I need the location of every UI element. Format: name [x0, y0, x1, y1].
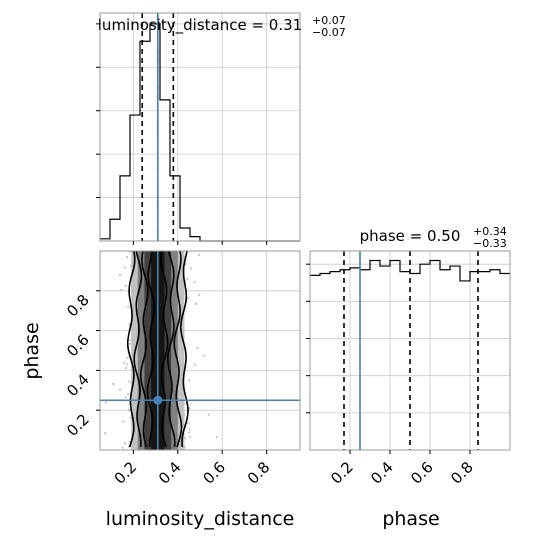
- x-tick-label-luminosity-distance: 0.8: [244, 458, 274, 488]
- x-tick-label-luminosity-distance: 0.6: [199, 458, 229, 488]
- joint-sample-point: [118, 388, 122, 391]
- joint-sample-point: [118, 273, 122, 277]
- joint-sample-point: [123, 441, 127, 445]
- joint-sample-point: [112, 382, 115, 386]
- joint-sample-point: [127, 305, 130, 308]
- joint-sample-point: [184, 437, 187, 440]
- joint-sample-point: [196, 346, 199, 350]
- joint-sample-point: [103, 432, 107, 435]
- x-tick-label-phase: 0.6: [407, 458, 437, 488]
- joint-sample-point: [188, 431, 191, 434]
- phase-lower-error: −0.33: [473, 237, 507, 250]
- joint-sample-point: [128, 342, 132, 346]
- joint-contour-line-1: [166, 250, 176, 448]
- joint-sample-point: [127, 380, 130, 383]
- luminosity-distance-title: luminosity_distance = 0.31: [98, 16, 302, 35]
- joint-sample-point: [203, 354, 206, 357]
- joint-truth-marker: [153, 395, 163, 405]
- joint-sample-point: [123, 266, 127, 269]
- joint-sample-point: [187, 421, 190, 425]
- joint-sample-point: [125, 363, 129, 366]
- joint-sample-point: [126, 392, 130, 396]
- joint-sample-point: [126, 356, 129, 360]
- joint-contour-line-2: [173, 250, 183, 448]
- x-tick-label-luminosity-distance: 0.2: [111, 458, 141, 488]
- y-tick-label-phase: 0.2: [63, 410, 93, 440]
- phase-title: phase = 0.50: [360, 227, 461, 245]
- x-tick-label-phase: 0.2: [327, 458, 357, 488]
- phase-upper-error: +0.34: [473, 225, 507, 238]
- y-tick-label-phase: 0.4: [63, 371, 93, 401]
- ld-frame: [99, 12, 301, 242]
- joint-sample-point: [125, 255, 129, 259]
- joint-sample-point: [188, 435, 192, 439]
- joint-sample-point: [129, 338, 132, 342]
- joint-sample-point: [124, 366, 128, 370]
- x-axis-label-phase: phase: [382, 508, 439, 530]
- joint-posterior-panel: [96, 250, 301, 454]
- luminosity-distance-histogram-panel: [96, 12, 301, 245]
- ld-histogram-steps: [100, 23, 300, 242]
- joint-contour-line-3: [179, 250, 189, 448]
- y-tick-label-phase: 0.8: [63, 291, 93, 321]
- joint-sample-point: [188, 427, 191, 431]
- x-tick-label-phase: 0.8: [447, 458, 477, 488]
- joint-contour-line-3: [126, 250, 136, 448]
- joint-sample-point: [186, 296, 190, 300]
- x-tick-label-phase: 0.4: [367, 458, 397, 488]
- joint-sample-point: [188, 407, 191, 410]
- joint-contour-line-1: [139, 250, 149, 448]
- joint-sample-point: [193, 363, 197, 366]
- joint-sample-point: [124, 396, 128, 399]
- luminosity-distance-upper-error: +0.07: [312, 14, 346, 27]
- joint-sample-point: [124, 284, 128, 288]
- joint-sample-point: [104, 401, 108, 404]
- joint-contour-line-0: [159, 250, 169, 448]
- joint-sample-point: [189, 267, 192, 270]
- joint-sample-point: [127, 409, 131, 412]
- joint-sample-point: [215, 435, 219, 439]
- joint-sample-point: [120, 288, 123, 292]
- joint-sample-point: [186, 277, 189, 281]
- joint-sample-point: [197, 253, 201, 257]
- joint-sample-point: [193, 280, 196, 284]
- luminosity-distance-lower-error: −0.07: [312, 26, 346, 39]
- tick-labels: 0.2 0.4 0.6 0.8 0.2 0.4 0.6 0.8 0.2 0.4 0.6 0.8: [63, 291, 477, 488]
- joint-sample-point: [128, 440, 131, 444]
- x-tick-label-luminosity-distance: 0.4: [155, 458, 185, 488]
- y-axis-label-phase: phase: [21, 322, 43, 379]
- joint-sample-point: [197, 293, 201, 297]
- joint-sample-point: [187, 379, 191, 382]
- joint-sample-point: [194, 302, 198, 306]
- joint-sample-point: [122, 361, 126, 364]
- joint-contour-line-2: [133, 250, 143, 448]
- joint-frame: [99, 250, 301, 451]
- phase-frame: [309, 250, 511, 451]
- joint-sample-point: [207, 413, 210, 416]
- phase-histogram-panel: [306, 250, 511, 454]
- x-axis-label-luminosity-distance: luminosity_distance: [106, 508, 295, 530]
- joint-contour-line-0: [146, 250, 156, 448]
- joint-sample-point: [121, 446, 124, 449]
- joint-sample-point: [122, 420, 125, 423]
- y-tick-label-phase: 0.6: [63, 331, 93, 361]
